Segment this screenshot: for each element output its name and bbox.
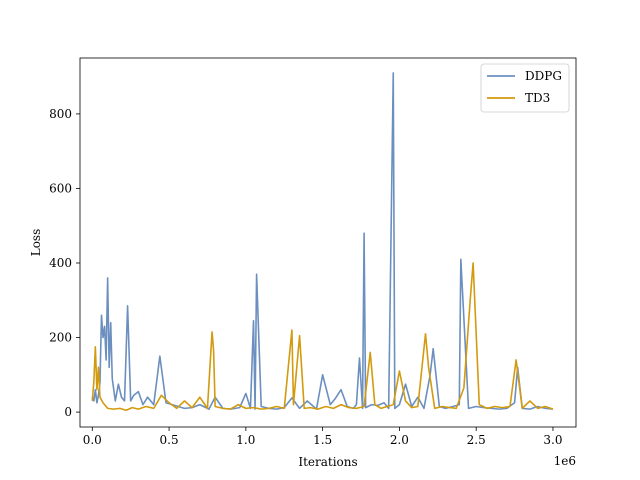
y-axis-label: Loss	[29, 229, 43, 257]
y-tick-label: 200	[49, 331, 72, 345]
y-tick-label: 0	[64, 405, 72, 419]
x-tick-label: 1.0	[236, 433, 255, 447]
x-tick-label: 0.5	[160, 433, 179, 447]
x-tick-label: 3.0	[543, 433, 562, 447]
x-tick-label: 2.5	[467, 433, 486, 447]
x-axis-label: Iterations	[298, 455, 357, 469]
x-tick-label: 1.5	[313, 433, 332, 447]
legend-label-td3: TD3	[525, 91, 550, 105]
x-tick-label: 2.0	[390, 433, 409, 447]
y-tick-label: 400	[49, 256, 72, 270]
plot-area	[91, 72, 554, 412]
x-tick-label: 0.0	[83, 433, 102, 447]
legend: DDPG TD3	[480, 63, 570, 113]
y-tick-label: 800	[49, 107, 72, 121]
series-line-td3	[91, 262, 554, 412]
y-tick-label: 600	[49, 181, 72, 195]
axes-frame	[79, 57, 577, 428]
x-axis: 0.0 0.5 1.0 1.5 2.0 2.5 3.0	[83, 427, 563, 447]
x-axis-offset-label: 1e6	[554, 454, 576, 468]
y-axis: 0 200 400 600 800	[49, 107, 80, 419]
legend-label-ddpg: DDPG	[525, 69, 562, 83]
